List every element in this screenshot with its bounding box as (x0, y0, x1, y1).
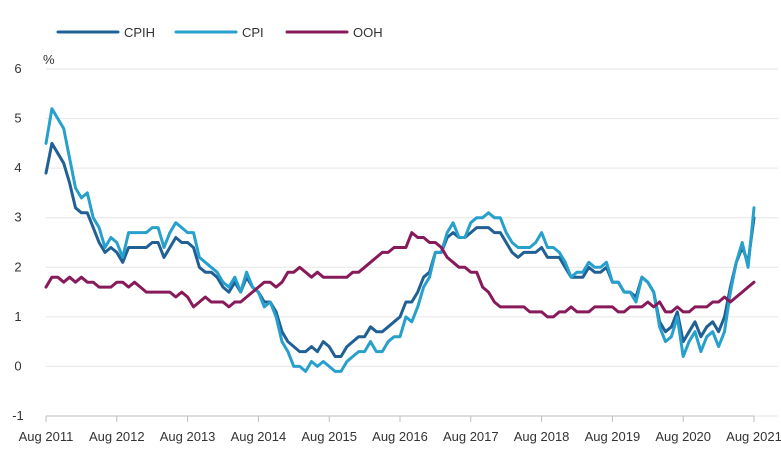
y-tick-label: 5 (14, 111, 21, 126)
y-axis-unit-label: % (43, 52, 55, 67)
x-axis-ticks: Aug 2011 Aug 2012 Aug 2013 Aug 2014 Aug 2015… (19, 416, 781, 444)
x-tick-label: Aug 2016 (372, 429, 428, 444)
x-tick-label: Aug 2012 (89, 429, 145, 444)
y-tick-label: -1 (12, 408, 24, 423)
y-tick-label: 6 (14, 61, 21, 76)
x-tick-label: Aug 2013 (160, 429, 216, 444)
x-tick-label: Aug 2011 (19, 429, 74, 444)
legend: CPIH CPI OOH (56, 25, 383, 40)
x-tick-label: Aug 2021 (726, 429, 781, 444)
series-line-ooh (44, 231, 756, 319)
legend-label-cpih: CPIH (124, 25, 155, 40)
x-tick-label: Aug 2017 (443, 429, 499, 444)
y-tick-label: 2 (14, 259, 21, 274)
x-tick-label: Aug 2020 (655, 429, 711, 444)
x-tick-label: Aug 2019 (585, 429, 641, 444)
legend-label-cpi: CPI (242, 25, 264, 40)
y-tick-label: 3 (14, 210, 21, 225)
y-axis-ticks: -1 0 1 2 3 4 5 6 (12, 61, 24, 423)
x-tick-label: Aug 2015 (301, 429, 357, 444)
x-tick-label: Aug 2018 (514, 429, 570, 444)
y-tick-label: 0 (14, 358, 21, 373)
y-tick-label: 4 (14, 160, 21, 175)
series-line-cpih (44, 141, 756, 358)
legend-label-ooh: OOH (353, 25, 383, 40)
series-lines (44, 107, 756, 373)
series-line-cpi (44, 107, 756, 373)
x-tick-label: Aug 2014 (231, 429, 287, 444)
y-tick-label: 1 (14, 309, 21, 324)
